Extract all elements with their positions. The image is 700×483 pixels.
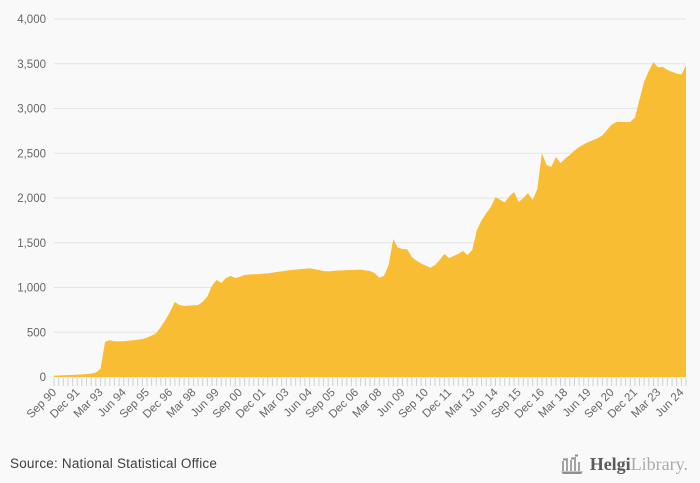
y-axis-tick-label: 2,500 xyxy=(17,148,46,160)
y-axis-tick-label: 0 xyxy=(40,372,46,384)
area-chart: 05001,0001,5002,0002,5003,0003,5004,000S… xyxy=(17,14,687,421)
y-axis-tick-label: 3,000 xyxy=(17,104,46,116)
helgi-logo-icon xyxy=(560,454,583,474)
helgi-logo-text: HelgiLibrary. xyxy=(589,453,688,474)
chart-footer: Source: National Statistical Office Helg… xyxy=(0,444,700,483)
area-series xyxy=(54,62,686,377)
y-axis-tick-label: 3,500 xyxy=(17,59,46,71)
source-text: Source: National Statistical Office xyxy=(10,456,218,471)
y-axis-tick-label: 1,000 xyxy=(17,283,46,295)
y-axis-tick-label: 2,000 xyxy=(17,193,46,205)
helgi-logo[interactable]: HelgiLibrary. xyxy=(559,453,688,475)
chart-widget: 0 500 1,000 1,500 2,000 2,500 3,000 3,500 4,000 S… xyxy=(17,14,687,421)
y-axis-tick-label: 1,500 xyxy=(17,238,46,250)
y-axis-tick-label: 500 xyxy=(27,327,46,339)
y-axis-tick-label: 4,000 xyxy=(17,14,46,26)
